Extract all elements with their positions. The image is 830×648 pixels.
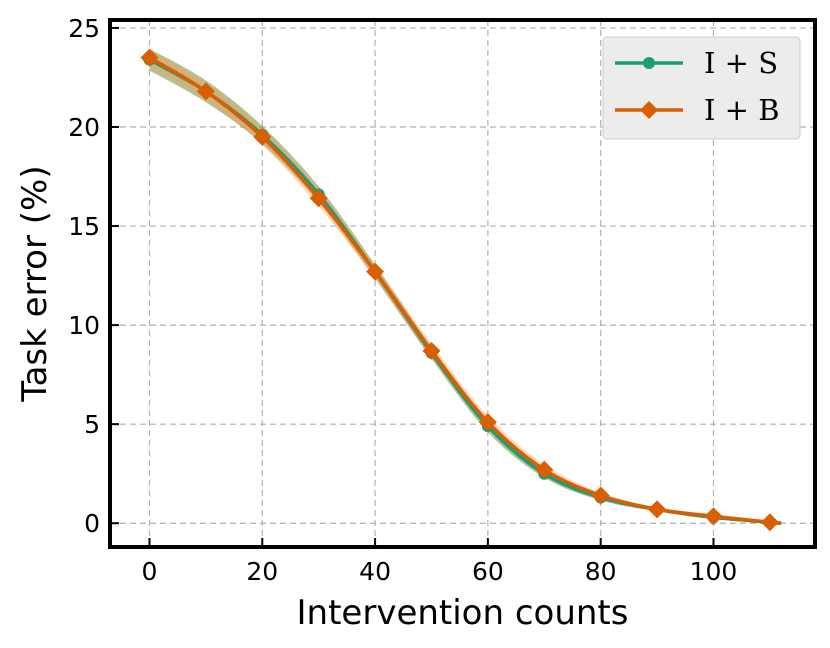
- x-tick-label: 0: [142, 557, 158, 586]
- plot-frame: [108, 18, 817, 549]
- grid: [110, 20, 815, 547]
- data-point-1: [140, 48, 159, 67]
- data-point-1: [309, 189, 328, 208]
- y-tick-label: 0: [84, 509, 100, 538]
- y-tick-label: 5: [84, 410, 100, 439]
- legend-marker-0: [643, 57, 655, 69]
- data-point-1: [535, 460, 554, 479]
- data-point-1: [704, 507, 723, 526]
- y-tick-label: 10: [68, 311, 100, 340]
- data-point-1: [422, 341, 441, 360]
- x-axis-title: Intervention counts: [297, 593, 629, 633]
- y-axis-title: Task error (%): [15, 165, 55, 402]
- x-tick-label: 60: [472, 557, 504, 586]
- legend: I + S I + B: [602, 36, 801, 140]
- data-point-1: [196, 82, 215, 101]
- data-point-1: [591, 486, 610, 505]
- x-tick-label: 40: [359, 557, 391, 586]
- x-tick-label: 100: [690, 557, 738, 586]
- x-tick-label: 80: [585, 557, 617, 586]
- data-point-1: [366, 262, 385, 281]
- legend-label-0: I + S: [704, 46, 778, 80]
- data-point-1: [760, 513, 779, 532]
- x-tick-label: 20: [246, 557, 278, 586]
- data-point-1: [478, 413, 497, 432]
- y-tick-label: 25: [68, 14, 100, 43]
- data-point-1: [648, 500, 667, 519]
- y-tick-label: 15: [68, 212, 100, 241]
- y-tick-label: 20: [68, 113, 100, 142]
- legend-marker-1: [640, 101, 658, 119]
- data-point-1: [253, 127, 272, 146]
- series-lines: [140, 48, 782, 532]
- legend-label-1: I + B: [704, 93, 780, 127]
- axis-ticks: 0 20 40 60 80 100 0 5 10 15 20 25: [68, 14, 737, 586]
